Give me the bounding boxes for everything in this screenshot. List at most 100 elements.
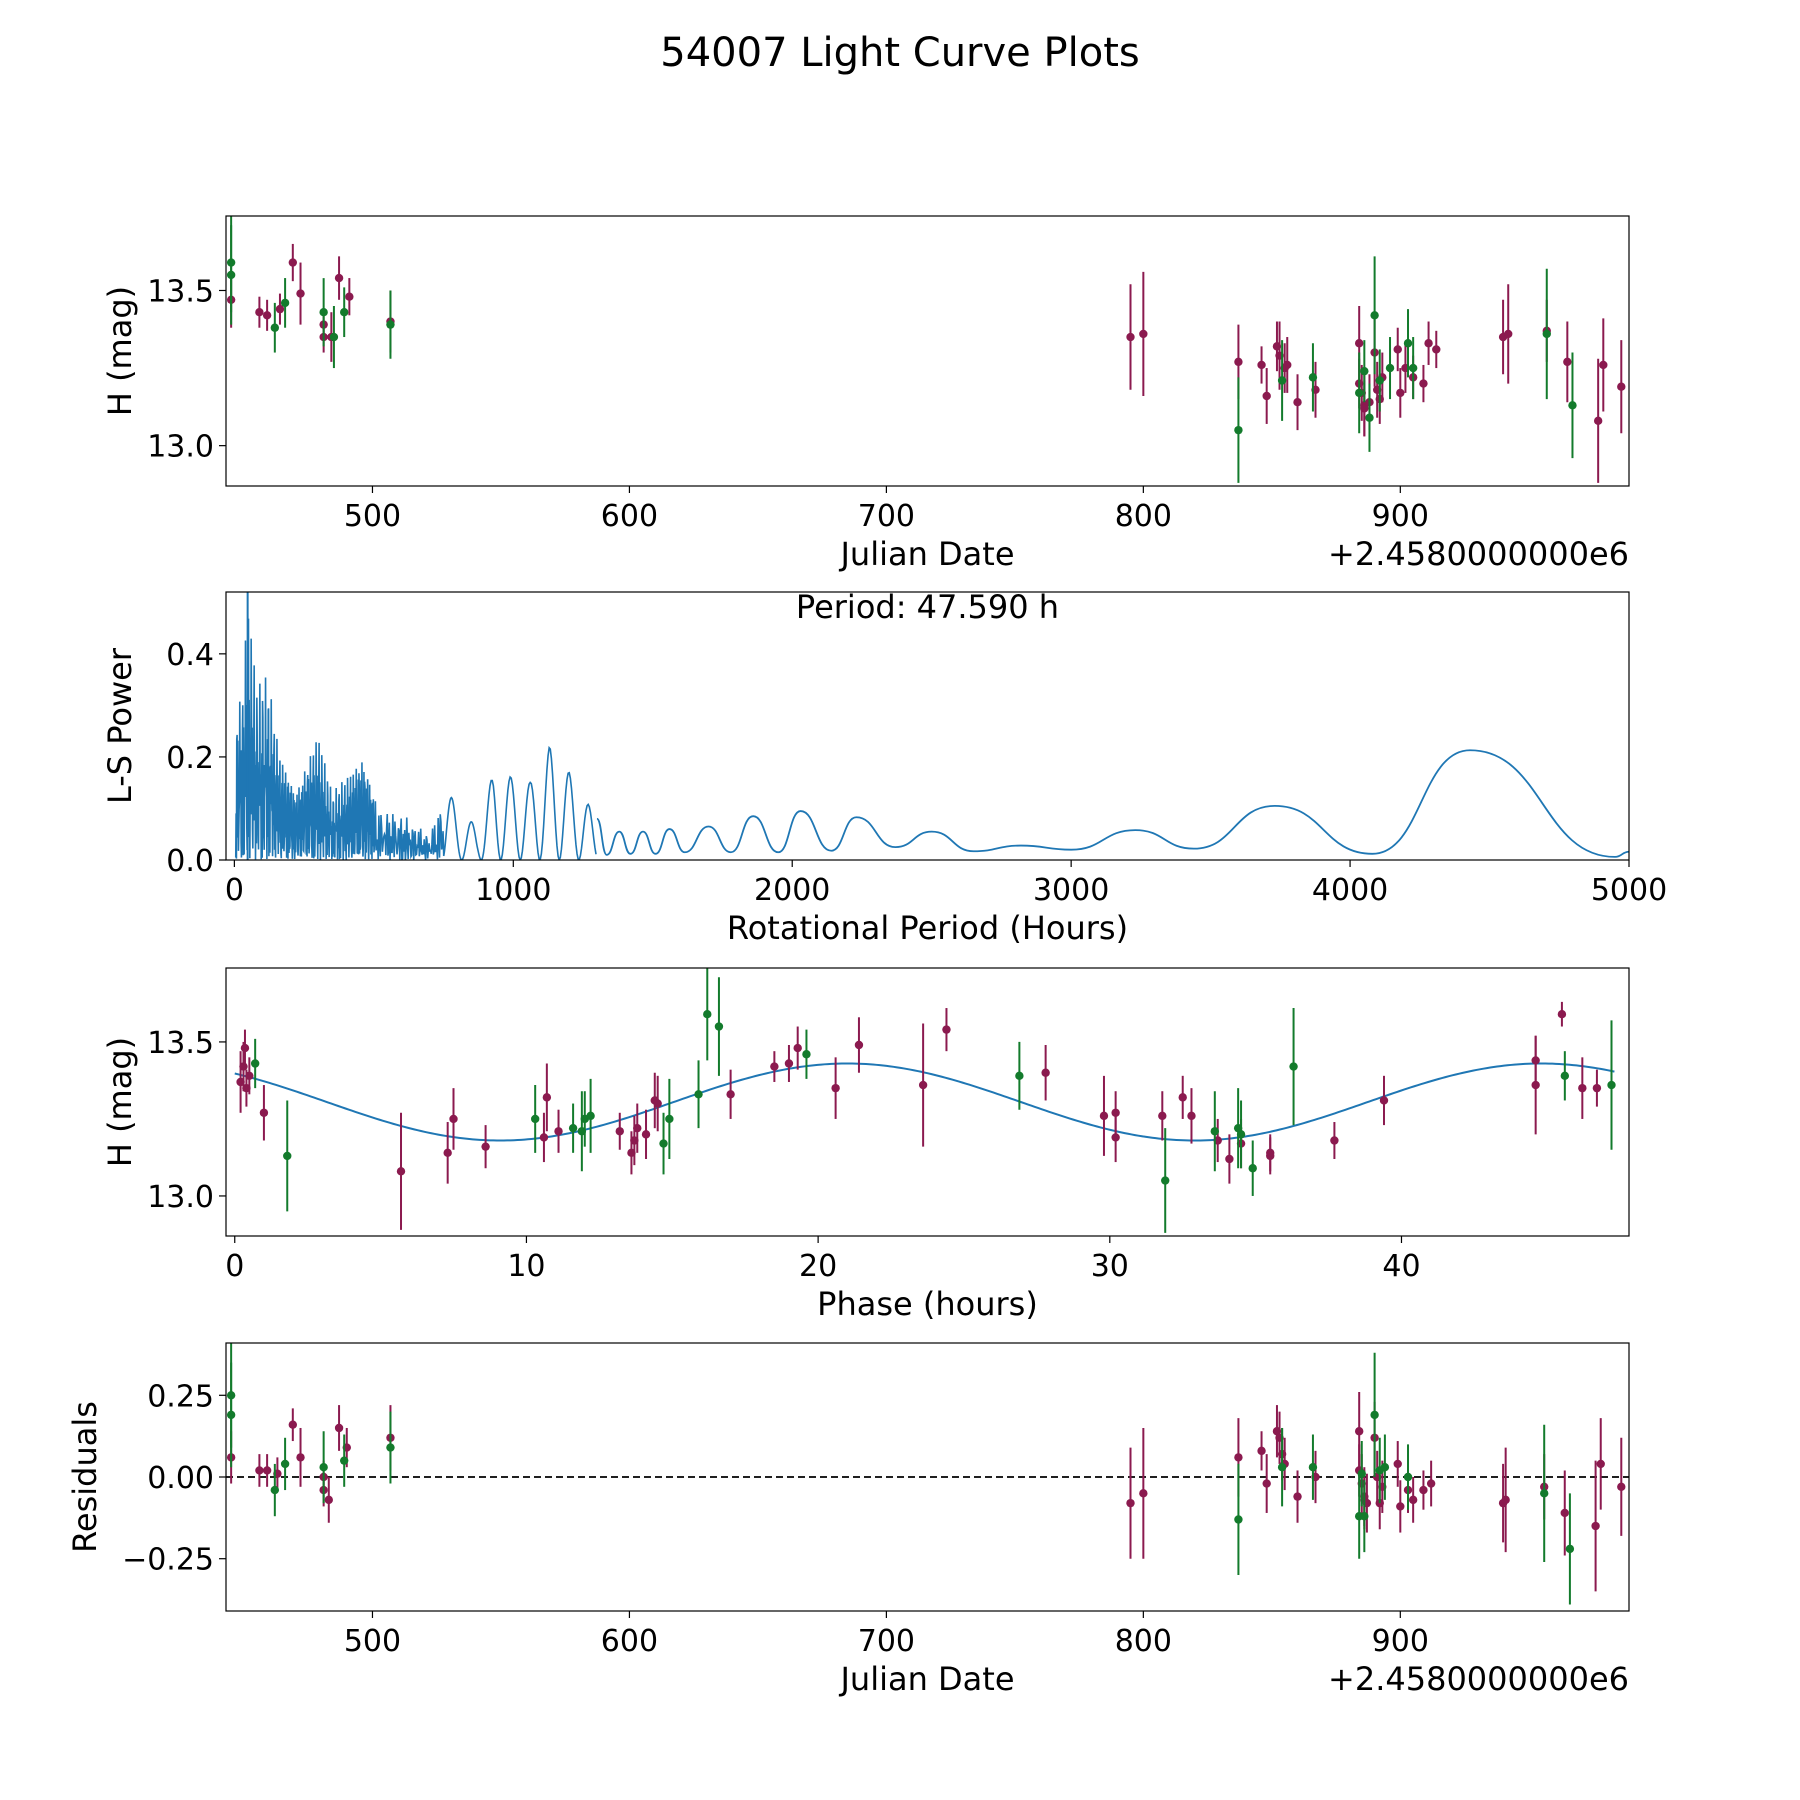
green-filter-series [226, 216, 1577, 483]
data-point [726, 1090, 735, 1099]
y-axis-label: L-S Power [101, 647, 139, 804]
data-point [1354, 339, 1364, 348]
data-point [703, 1010, 712, 1019]
data-point [1607, 1080, 1616, 1090]
data-point [288, 258, 298, 267]
data-point [245, 1071, 254, 1081]
data-point [586, 1111, 595, 1121]
green-filter-series [250, 968, 1616, 1233]
data-point [250, 1059, 260, 1068]
green-filter-series [226, 1343, 1575, 1605]
data-point [1266, 1151, 1275, 1161]
data-point [1248, 1164, 1257, 1173]
data-point [334, 1423, 344, 1433]
phased-curve-panel: 0 10 20 30 40 13.0 13.5 Phase (hours) H (mag) [101, 967, 1630, 1323]
x-tick-label: 5000 [1591, 873, 1667, 908]
data-point [1379, 1096, 1389, 1105]
x-tick-label: 900 [1372, 499, 1429, 534]
data-point [329, 332, 339, 342]
y-tick-label: 13.0 [147, 1180, 214, 1215]
data-point [1225, 1154, 1234, 1164]
x-tick-label: 0 [225, 873, 244, 908]
data-point [319, 1462, 328, 1472]
data-point [288, 1420, 298, 1429]
y-tick-label: 13.0 [147, 430, 214, 465]
data-point [270, 1485, 280, 1495]
y-tick-label: 0.4 [166, 638, 214, 673]
data-point [1426, 1479, 1436, 1488]
data-point [449, 1114, 458, 1124]
data-point [1375, 376, 1384, 385]
axes-frame [225, 967, 1630, 1237]
data-point [1408, 1495, 1418, 1505]
data-point [1277, 1462, 1287, 1472]
x-tick-label: 20 [799, 1249, 837, 1284]
x-tick-label: 800 [1115, 499, 1172, 534]
data-point [1357, 1469, 1366, 1478]
light-curve-panel: 500 600 700 800 900 13.0 13.5 Julian Date H (mag… [101, 215, 1630, 573]
data-point [1504, 329, 1513, 339]
data-point [653, 1099, 662, 1108]
data-point [539, 1133, 549, 1142]
data-point [1424, 339, 1433, 348]
data-point [1210, 1127, 1220, 1136]
data-point [1111, 1133, 1120, 1142]
data-point [1560, 1071, 1570, 1081]
data-point [255, 1466, 264, 1475]
data-point [942, 1025, 951, 1034]
data-point [1531, 1080, 1540, 1090]
data-point [1262, 391, 1271, 401]
data-point [296, 1453, 305, 1462]
data-point [1557, 1010, 1567, 1019]
data-point [1593, 416, 1603, 426]
data-point [1277, 376, 1287, 385]
data-point [793, 1043, 802, 1053]
data-point [259, 1108, 269, 1117]
data-point [1330, 1136, 1339, 1145]
data-point [1385, 363, 1395, 373]
data-point [262, 1466, 272, 1475]
x-tick-label: 700 [858, 499, 915, 534]
data-point [262, 311, 272, 320]
x-tick-label: 500 [344, 1624, 401, 1659]
data-point [1568, 401, 1577, 410]
x-tick-label: 600 [601, 1624, 658, 1659]
x-tick-label: 10 [507, 1249, 545, 1284]
data-point [345, 292, 354, 301]
data-point [659, 1139, 668, 1148]
data-point [1293, 1492, 1302, 1501]
x-tick-label: 0 [225, 1249, 244, 1284]
data-point [1234, 1453, 1243, 1462]
data-point [255, 308, 264, 317]
data-point [530, 1114, 540, 1124]
data-point [1234, 1515, 1243, 1524]
data-point [1139, 329, 1148, 339]
axes-frame [225, 591, 1630, 861]
data-point [1591, 1521, 1600, 1531]
data-point [1041, 1068, 1050, 1077]
data-point [694, 1090, 703, 1099]
data-point [340, 1456, 349, 1465]
x-tick-label: 1000 [475, 873, 551, 908]
x-tick-label: 500 [344, 499, 401, 534]
data-point [1308, 1462, 1318, 1472]
data-point [1289, 1062, 1298, 1071]
data-point [1360, 366, 1369, 376]
data-point [386, 1443, 395, 1452]
y-tick-label: 13.5 [147, 1026, 214, 1061]
data-point [280, 1459, 290, 1469]
data-point [1308, 373, 1318, 382]
data-point [802, 1050, 811, 1059]
data-point [240, 1043, 250, 1053]
axes-frame [225, 1342, 1630, 1612]
data-point [1015, 1071, 1024, 1081]
data-point [568, 1123, 578, 1133]
x-tick-label: 600 [601, 499, 658, 534]
data-point [1126, 1498, 1135, 1508]
data-point [1360, 404, 1369, 413]
x-offset-text: +2.4580000000e6 [1328, 1660, 1629, 1698]
data-point [1599, 360, 1608, 370]
y-tick-label: 0.2 [166, 741, 214, 776]
